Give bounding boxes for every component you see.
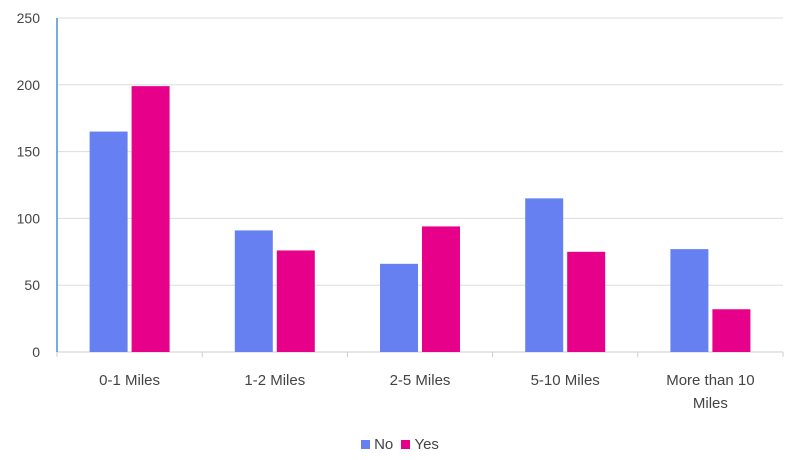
legend-swatch-no [361,440,371,449]
bar-yes-5 [712,309,751,352]
bar-no-4 [525,198,564,352]
x-category-label: 1-2 Miles [244,372,305,389]
bar-chart: 0 50 100 150 200 250 0-1 Miles 1-2 Miles 2-5 Mil… [17,10,784,412]
legend-item-yes[interactable]: Yes [401,436,439,453]
y-tick-label: 200 [17,77,41,93]
x-category-label: 0-1 Miles [99,372,160,389]
bar-yes-1 [131,86,170,353]
legend-item-no[interactable]: No [361,436,393,453]
x-category-label: More than 10 [666,372,754,389]
bar-no-3 [380,263,418,352]
legend: No Yes [0,436,800,453]
x-category-label: Miles [693,395,728,412]
x-category-label: 5-10 Miles [531,372,600,389]
y-tick-label: 250 [17,10,41,26]
legend-swatch-yes [401,440,411,449]
bar-yes-2 [276,250,315,352]
y-tick-label: 50 [24,277,40,293]
legend-label-no: No [374,436,394,453]
y-tick-label: 100 [17,210,41,226]
bar-no-2 [234,230,273,352]
bar-no-1 [89,131,128,352]
y-tick-label: 0 [32,344,40,360]
legend-label-yes: Yes [414,436,439,453]
bar-yes-3 [422,226,460,352]
bar-no-5 [670,249,709,352]
y-tick-label: 150 [17,144,41,160]
bar-yes-4 [567,251,606,352]
x-category-label: 2-5 Miles [390,372,451,389]
